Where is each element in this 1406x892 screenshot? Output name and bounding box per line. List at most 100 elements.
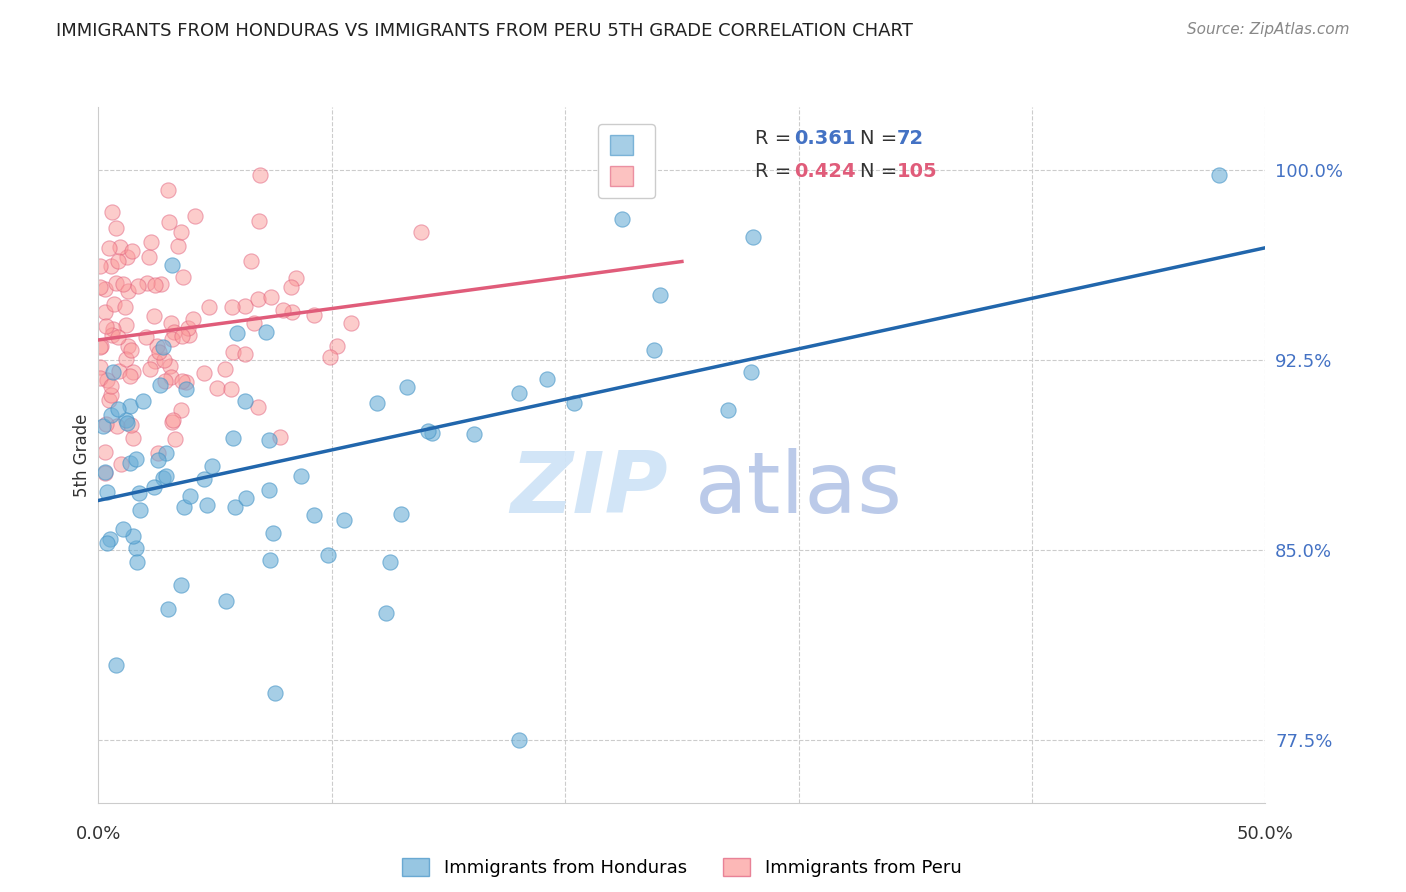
Point bbox=[94, 417, 117, 431]
Point bbox=[120, 456, 142, 470]
Point bbox=[302, 508, 325, 522]
Point bbox=[152, 353, 174, 368]
Point bbox=[235, 347, 257, 361]
Point bbox=[105, 221, 128, 235]
Text: atlas: atlas bbox=[695, 448, 903, 532]
Point bbox=[162, 412, 184, 426]
Point bbox=[120, 343, 142, 357]
Point bbox=[145, 277, 167, 292]
Point bbox=[120, 418, 142, 433]
Point bbox=[115, 413, 138, 427]
Point bbox=[148, 345, 170, 359]
Point bbox=[246, 292, 269, 306]
Point bbox=[159, 359, 181, 373]
Point bbox=[240, 254, 263, 268]
Point bbox=[97, 393, 120, 408]
Point bbox=[143, 354, 166, 368]
Point bbox=[259, 553, 281, 567]
Point bbox=[420, 426, 443, 441]
Text: ZIP: ZIP bbox=[510, 448, 668, 532]
Point bbox=[508, 732, 530, 747]
Point bbox=[101, 327, 124, 342]
Point bbox=[94, 465, 117, 479]
Text: 50.0%: 50.0% bbox=[1237, 825, 1294, 843]
Point bbox=[219, 382, 242, 396]
Point bbox=[108, 364, 131, 378]
Point bbox=[104, 658, 127, 673]
Text: 0.0%: 0.0% bbox=[76, 825, 121, 843]
Point bbox=[115, 416, 138, 430]
Point bbox=[138, 361, 160, 376]
Point bbox=[262, 525, 284, 540]
Point bbox=[221, 300, 243, 314]
Point bbox=[100, 387, 122, 401]
Point bbox=[193, 473, 215, 487]
Point bbox=[170, 578, 193, 592]
Point bbox=[94, 304, 117, 318]
Point bbox=[117, 284, 139, 298]
Point bbox=[319, 350, 342, 364]
Point bbox=[163, 433, 186, 447]
Point bbox=[246, 400, 269, 414]
Point bbox=[129, 502, 152, 516]
Point bbox=[121, 244, 143, 258]
Point bbox=[411, 225, 433, 239]
Point bbox=[160, 332, 183, 346]
Point bbox=[122, 365, 145, 379]
Point bbox=[125, 555, 148, 569]
Point bbox=[89, 340, 111, 354]
Point bbox=[100, 259, 122, 273]
Point bbox=[254, 325, 277, 339]
Text: R =: R = bbox=[755, 129, 797, 148]
Point bbox=[224, 500, 246, 514]
Point bbox=[160, 316, 183, 330]
Point bbox=[127, 279, 149, 293]
Point bbox=[340, 316, 363, 330]
Point bbox=[181, 311, 204, 326]
Point bbox=[333, 513, 356, 527]
Point bbox=[94, 466, 117, 480]
Point bbox=[105, 418, 128, 433]
Point bbox=[149, 377, 172, 392]
Point bbox=[160, 258, 183, 272]
Point bbox=[389, 507, 412, 521]
Point bbox=[115, 351, 138, 366]
Point bbox=[247, 214, 270, 228]
Y-axis label: 5th Grade: 5th Grade bbox=[73, 413, 91, 497]
Point bbox=[141, 235, 163, 249]
Point bbox=[89, 259, 111, 273]
Point bbox=[717, 402, 740, 417]
Point bbox=[107, 402, 129, 417]
Point bbox=[264, 686, 287, 700]
Point bbox=[94, 282, 117, 296]
Point bbox=[163, 326, 186, 340]
Point bbox=[101, 365, 124, 379]
Point bbox=[172, 270, 194, 285]
Point bbox=[249, 168, 271, 182]
Point bbox=[233, 393, 256, 408]
Point bbox=[125, 541, 148, 555]
Point bbox=[157, 183, 180, 197]
Point bbox=[96, 536, 118, 550]
Point bbox=[93, 445, 115, 459]
Point bbox=[612, 211, 634, 226]
Point bbox=[302, 308, 325, 322]
Point bbox=[89, 280, 111, 294]
Point bbox=[235, 491, 257, 505]
Point bbox=[100, 409, 122, 423]
Point bbox=[280, 280, 302, 294]
Point bbox=[157, 215, 180, 229]
Point bbox=[122, 529, 145, 543]
Point bbox=[111, 277, 134, 291]
Point bbox=[395, 380, 418, 394]
Point bbox=[91, 419, 114, 434]
Point bbox=[117, 251, 139, 265]
Point bbox=[1208, 169, 1230, 183]
Point bbox=[198, 301, 221, 315]
Point bbox=[318, 549, 340, 563]
Point bbox=[121, 431, 143, 445]
Point bbox=[378, 556, 402, 570]
Point bbox=[169, 402, 191, 417]
Point bbox=[155, 445, 177, 459]
Point bbox=[125, 452, 148, 467]
